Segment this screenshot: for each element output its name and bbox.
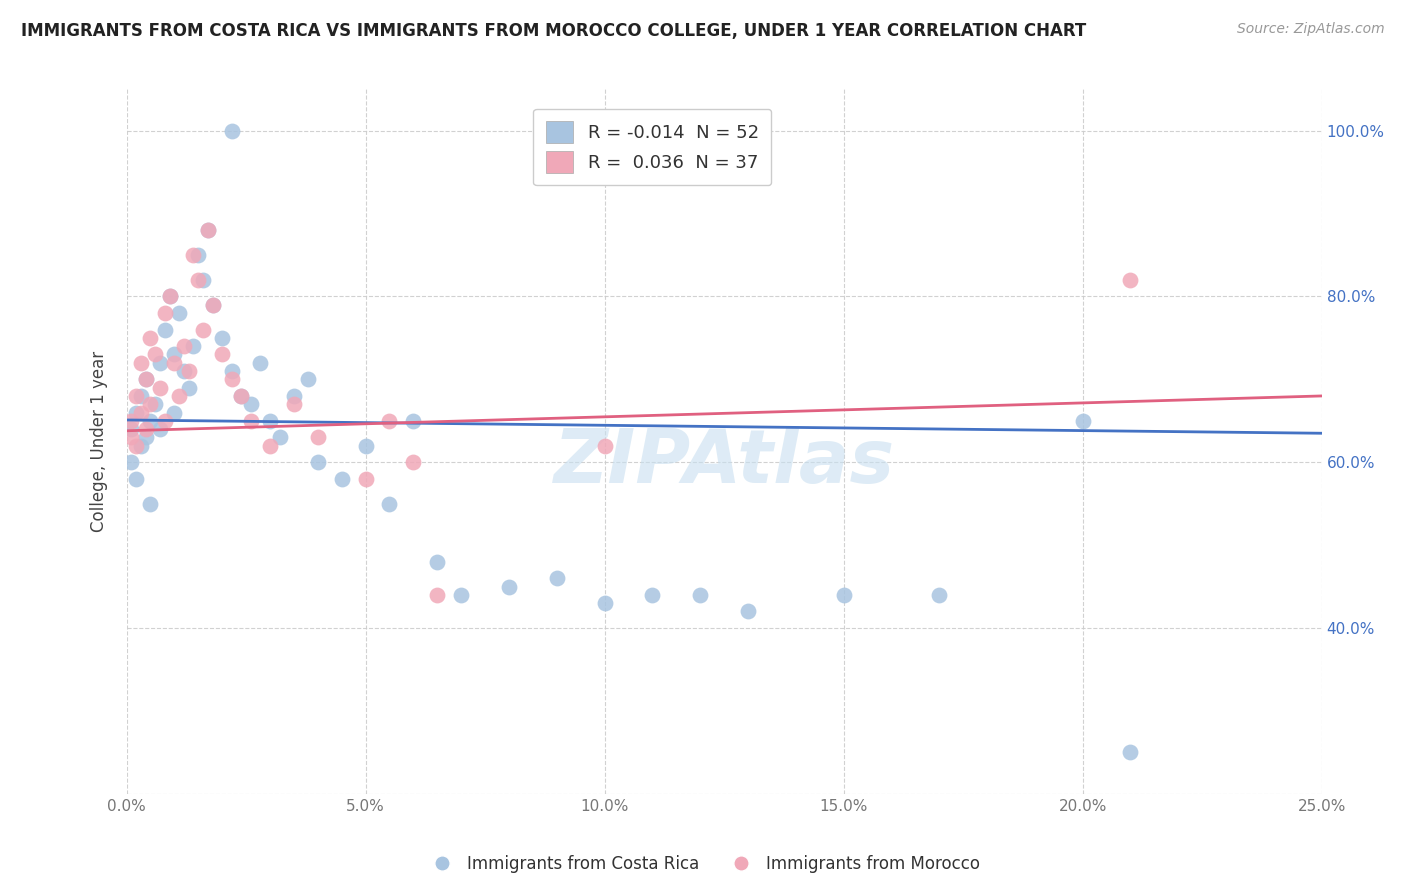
Text: Source: ZipAtlas.com: Source: ZipAtlas.com [1237, 22, 1385, 37]
Point [259, 414, 281, 428]
Point [249, 356, 271, 370]
Point [163, 405, 186, 419]
Point [129, 439, 152, 453]
Point [221, 372, 243, 386]
Point [135, 372, 157, 386]
Point [149, 356, 172, 370]
Point [139, 331, 162, 345]
Point [498, 580, 520, 594]
Point [307, 455, 329, 469]
Point [159, 289, 181, 303]
Point [167, 306, 190, 320]
Point [135, 372, 157, 386]
Point [129, 389, 152, 403]
Point [135, 430, 157, 444]
Point [197, 223, 219, 237]
Point [139, 414, 162, 428]
Point [159, 289, 181, 303]
Point [183, 339, 205, 353]
Text: IMMIGRANTS FROM COSTA RICA VS IMMIGRANTS FROM MOROCCO COLLEGE, UNDER 1 YEAR CORR: IMMIGRANTS FROM COSTA RICA VS IMMIGRANTS… [21, 22, 1087, 40]
Point [426, 588, 449, 602]
Point [378, 497, 401, 511]
Point [139, 497, 162, 511]
Point [231, 389, 253, 403]
Point [231, 389, 253, 403]
Text: ZIPAtlas: ZIPAtlas [554, 426, 894, 500]
Point [125, 389, 148, 403]
Point [689, 588, 711, 602]
Point [153, 306, 176, 320]
Point [163, 347, 186, 361]
Point [221, 364, 243, 378]
Point [149, 381, 172, 395]
Point [1071, 414, 1094, 428]
Point [546, 571, 568, 585]
Point [221, 123, 243, 137]
Point [201, 298, 224, 312]
Point [402, 414, 425, 428]
Point [183, 248, 205, 262]
Point [173, 364, 195, 378]
Point [129, 356, 152, 370]
Y-axis label: College, Under 1 year: College, Under 1 year [90, 351, 108, 533]
Point [143, 347, 166, 361]
Point [1119, 273, 1142, 287]
Point [125, 472, 148, 486]
Point [153, 323, 176, 337]
Point [135, 422, 157, 436]
Point [187, 248, 209, 262]
Point [1119, 746, 1142, 760]
Legend: R = -0.014  N = 52, R =  0.036  N = 37: R = -0.014 N = 52, R = 0.036 N = 37 [533, 109, 772, 186]
Point [120, 414, 142, 428]
Point [139, 397, 162, 411]
Point [125, 439, 148, 453]
Point [239, 397, 262, 411]
Point [191, 323, 214, 337]
Point [259, 439, 281, 453]
Point [593, 596, 616, 610]
Point [354, 472, 377, 486]
Point [283, 389, 305, 403]
Point [191, 273, 214, 287]
Point [330, 472, 353, 486]
Point [354, 439, 377, 453]
Point [450, 588, 472, 602]
Point [297, 372, 319, 386]
Point [153, 414, 176, 428]
Point [201, 298, 224, 312]
Point [593, 439, 616, 453]
Point [167, 389, 190, 403]
Point [149, 422, 172, 436]
Point [120, 430, 142, 444]
Point [177, 381, 200, 395]
Point [211, 347, 233, 361]
Point [402, 455, 425, 469]
Point [832, 588, 855, 602]
Point [737, 605, 759, 619]
Point [173, 339, 195, 353]
Point [211, 331, 233, 345]
Point [641, 588, 664, 602]
Point [187, 273, 209, 287]
Legend: Immigrants from Costa Rica, Immigrants from Morocco: Immigrants from Costa Rica, Immigrants f… [419, 848, 987, 880]
Point [426, 555, 449, 569]
Point [163, 356, 186, 370]
Point [239, 414, 262, 428]
Point [283, 397, 305, 411]
Point [378, 414, 401, 428]
Point [129, 405, 152, 419]
Point [197, 223, 219, 237]
Point [307, 430, 329, 444]
Point [125, 405, 148, 419]
Point [928, 588, 950, 602]
Point [269, 430, 291, 444]
Point [143, 397, 166, 411]
Point [120, 455, 142, 469]
Point [120, 422, 142, 436]
Point [177, 364, 200, 378]
